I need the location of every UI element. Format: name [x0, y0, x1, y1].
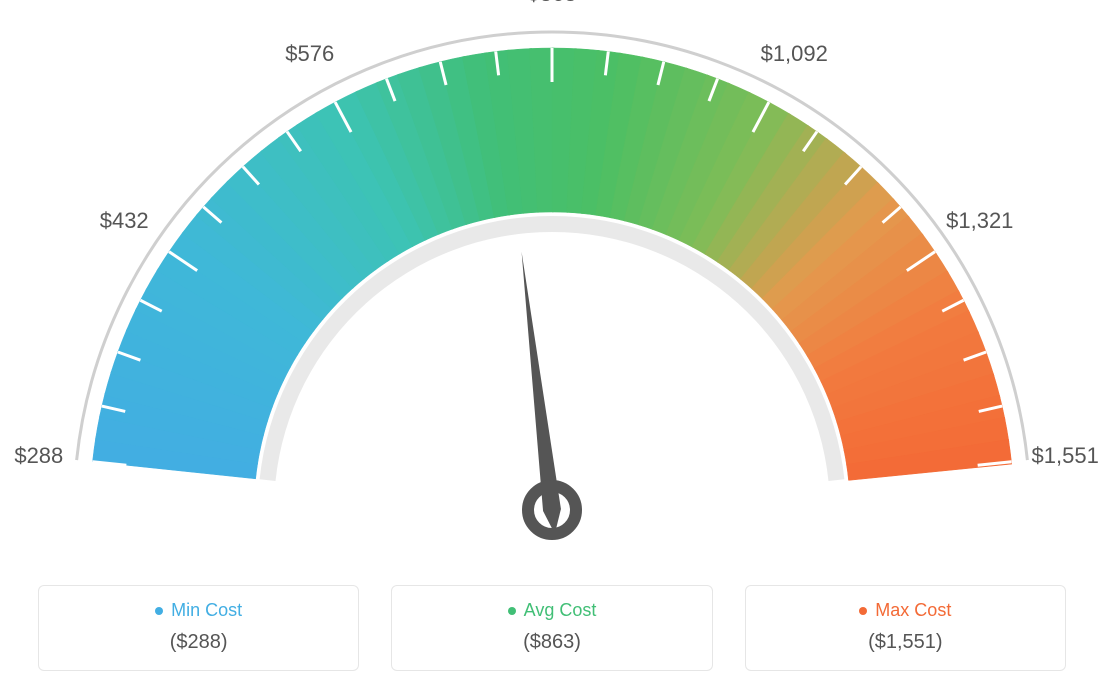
gauge-tick-label: $288 [14, 443, 63, 469]
legend-label-avg: Avg Cost [524, 600, 597, 621]
legend-dot-avg [508, 607, 516, 615]
gauge-tick-label: $1,321 [946, 208, 1013, 234]
legend-card-max: Max Cost ($1,551) [745, 585, 1066, 671]
legend-dot-min [155, 607, 163, 615]
gauge-tick-label: $1,551 [1032, 443, 1099, 469]
gauge-chart: $288 $432 $576 $863 $1,092 $1,321 $1,551 [0, 0, 1104, 560]
legend-label-max: Max Cost [875, 600, 951, 621]
gauge-tick-label: $576 [285, 41, 334, 67]
legend-value-avg: ($863) [523, 631, 581, 654]
legend-dot-max [859, 607, 867, 615]
legend-card-min: Min Cost ($288) [38, 585, 359, 671]
legend-value-max: ($1,551) [868, 631, 943, 654]
legend-row: Min Cost ($288) Avg Cost ($863) Max Cost… [38, 585, 1066, 671]
legend-label-min: Min Cost [171, 600, 242, 621]
gauge-svg [0, 0, 1104, 560]
gauge-tick-label: $432 [100, 208, 149, 234]
legend-title-min: Min Cost [155, 600, 242, 621]
legend-card-avg: Avg Cost ($863) [391, 585, 712, 671]
gauge-tick-label: $863 [528, 0, 577, 7]
legend-title-max: Max Cost [859, 600, 951, 621]
legend-value-min: ($288) [170, 631, 228, 654]
legend-title-avg: Avg Cost [508, 600, 597, 621]
gauge-tick-label: $1,092 [761, 41, 828, 67]
